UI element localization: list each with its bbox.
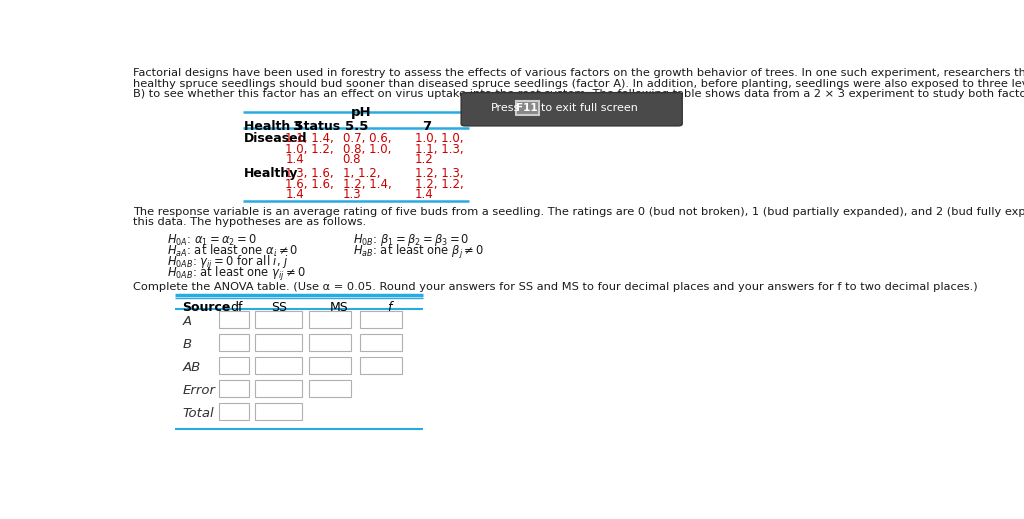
Text: this data. The hypotheses are as follows.: this data. The hypotheses are as follows… xyxy=(133,217,367,227)
Text: $H_{0A}$: $\alpha_1 = \alpha_2 = 0$: $H_{0A}$: $\alpha_1 = \alpha_2 = 0$ xyxy=(167,233,257,248)
Text: 1.3: 1.3 xyxy=(343,188,361,201)
Text: 0.8: 0.8 xyxy=(343,153,361,166)
Text: 1, 1.2,: 1, 1.2, xyxy=(343,168,380,181)
Text: 1.1, 1.3,: 1.1, 1.3, xyxy=(415,143,464,156)
Text: 1.3, 1.6,: 1.3, 1.6, xyxy=(286,168,334,181)
Text: Error: Error xyxy=(182,384,215,397)
Bar xyxy=(308,357,351,374)
Text: $H_{0B}$: $\beta_1 = \beta_2 = \beta_3 = 0$: $H_{0B}$: $\beta_1 = \beta_2 = \beta_3 =… xyxy=(352,233,469,249)
Text: 1.4: 1.4 xyxy=(286,153,304,166)
Text: $H_{0AB}$: at least one $\gamma_{ij} \neq 0$: $H_{0AB}$: at least one $\gamma_{ij} \ne… xyxy=(167,265,305,283)
FancyBboxPatch shape xyxy=(461,92,682,126)
Text: Total: Total xyxy=(182,407,214,420)
Bar xyxy=(255,380,302,397)
Bar xyxy=(359,334,402,351)
Bar xyxy=(255,357,302,374)
Text: 0.7, 0.6,: 0.7, 0.6, xyxy=(343,132,391,145)
Text: Factorial designs have been used in forestry to assess the effects of various fa: Factorial designs have been used in fore… xyxy=(133,69,1024,78)
Text: 1.0, 1.2,: 1.0, 1.2, xyxy=(286,143,334,156)
Bar xyxy=(308,311,351,328)
Text: $H_{0AB}$: $\gamma_{ij} = 0$ for all $i$, $j$: $H_{0AB}$: $\gamma_{ij} = 0$ for all $i$… xyxy=(167,254,289,272)
Bar xyxy=(219,403,249,420)
Text: $H_{aA}$: at least one $\alpha_i \neq 0$: $H_{aA}$: at least one $\alpha_i \neq 0$ xyxy=(167,243,298,260)
Text: 1.2: 1.2 xyxy=(415,153,433,166)
Bar xyxy=(219,334,249,351)
Text: A: A xyxy=(182,315,191,328)
Text: 0.8, 1.0,: 0.8, 1.0, xyxy=(343,143,391,156)
Text: Healthy: Healthy xyxy=(245,168,299,181)
Bar xyxy=(255,311,302,328)
Text: healthy spruce seedlings should bud sooner than diseased spruce seedlings (facto: healthy spruce seedlings should bud soon… xyxy=(133,79,1024,89)
Text: 1.2, 1.2,: 1.2, 1.2, xyxy=(415,178,464,191)
Text: 7: 7 xyxy=(422,120,431,133)
Text: 1.1, 1.4,: 1.1, 1.4, xyxy=(286,132,334,145)
Bar xyxy=(255,334,302,351)
Text: The response variable is an average rating of five buds from a seedling. The rat: The response variable is an average rati… xyxy=(133,207,1024,217)
Text: Complete the ANOVA table. (Use α = 0.05. Round your answers for SS and MS to fou: Complete the ANOVA table. (Use α = 0.05.… xyxy=(133,282,978,292)
Bar xyxy=(359,311,402,328)
Bar xyxy=(308,380,351,397)
Text: 1.4: 1.4 xyxy=(415,188,433,201)
Text: f: f xyxy=(388,301,392,314)
Text: B: B xyxy=(182,338,191,351)
Text: to exit full screen: to exit full screen xyxy=(541,103,638,113)
Text: 1.4: 1.4 xyxy=(286,188,304,201)
Text: Diseased: Diseased xyxy=(245,132,308,145)
Text: 5.5: 5.5 xyxy=(345,120,369,133)
Text: AB: AB xyxy=(182,361,201,374)
Text: df: df xyxy=(230,301,243,314)
Bar xyxy=(219,311,249,328)
Text: $H_{aB}$: at least one $\beta_j \neq 0$: $H_{aB}$: at least one $\beta_j \neq 0$ xyxy=(352,243,484,261)
Text: 3: 3 xyxy=(292,120,302,133)
Text: 1.2, 1.3,: 1.2, 1.3, xyxy=(415,168,464,181)
Bar xyxy=(308,334,351,351)
Text: pH: pH xyxy=(351,106,372,119)
Text: 1.0, 1.0,: 1.0, 1.0, xyxy=(415,132,463,145)
Text: 1.6, 1.6,: 1.6, 1.6, xyxy=(286,178,334,191)
Text: SS: SS xyxy=(271,301,288,314)
Text: F11: F11 xyxy=(516,103,538,113)
Text: 1.2, 1.4,: 1.2, 1.4, xyxy=(343,178,391,191)
Text: Press: Press xyxy=(490,103,520,113)
Bar xyxy=(219,357,249,374)
Bar xyxy=(515,101,539,115)
Text: MS: MS xyxy=(330,301,348,314)
Bar xyxy=(219,380,249,397)
Text: Health Status: Health Status xyxy=(245,120,340,133)
Bar xyxy=(359,357,402,374)
Text: B) to see whether this factor has an effect on virus uptake into the root system: B) to see whether this factor has an eff… xyxy=(133,89,1024,99)
Text: Source: Source xyxy=(182,301,230,314)
Bar xyxy=(255,403,302,420)
